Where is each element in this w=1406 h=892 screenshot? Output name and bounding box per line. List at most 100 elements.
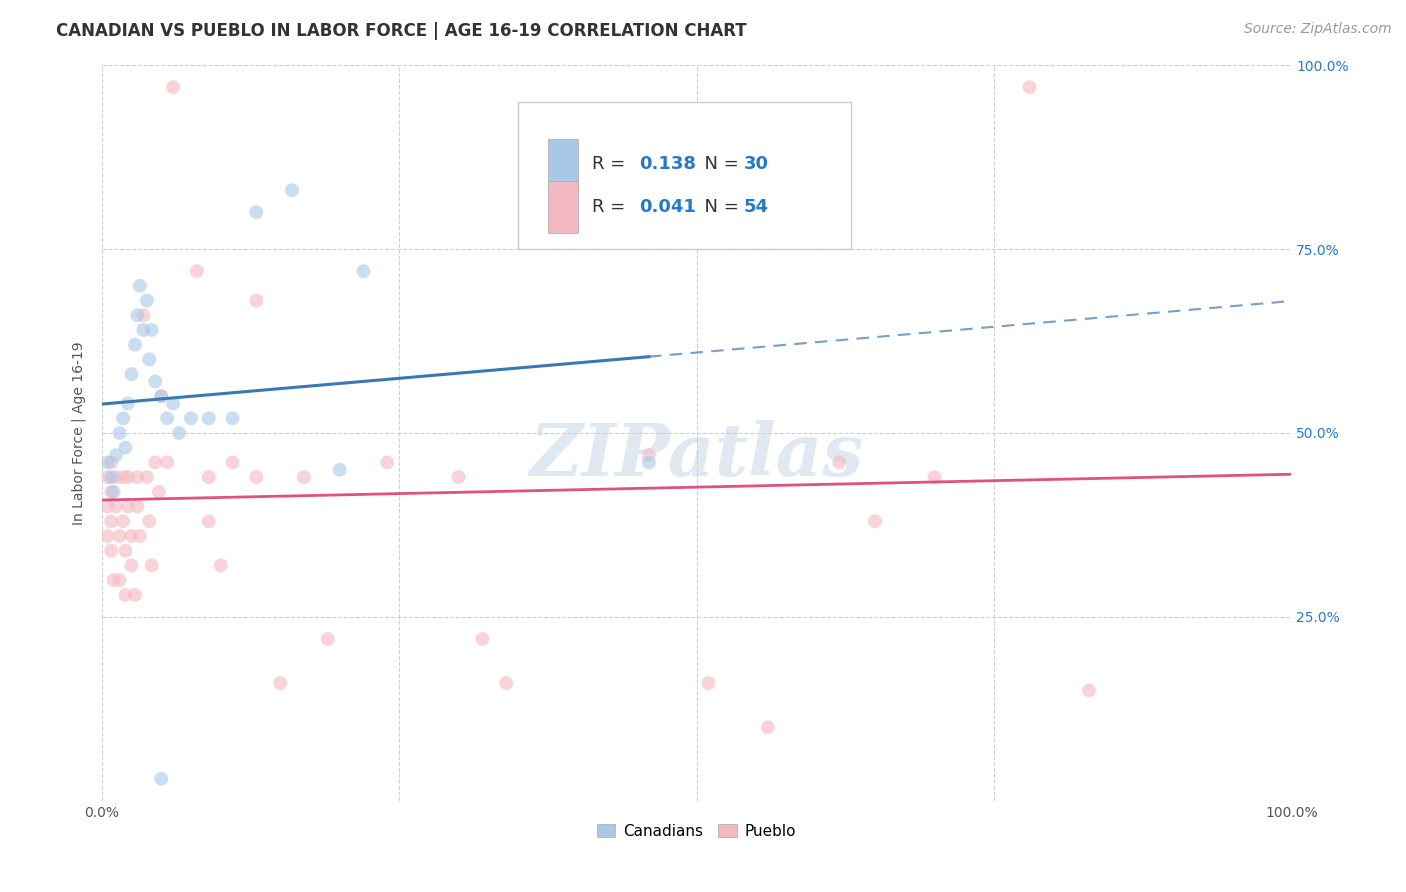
- Point: [97, 529, 120, 543]
- Point: [112, 411, 135, 425]
- Point: [269, 676, 291, 690]
- Point: [180, 411, 202, 425]
- Point: [148, 484, 170, 499]
- Point: [375, 455, 398, 469]
- Text: 54: 54: [744, 198, 769, 216]
- Point: [104, 470, 127, 484]
- Point: [245, 470, 267, 484]
- Legend: Canadians, Pueblo: Canadians, Pueblo: [591, 817, 801, 845]
- Point: [150, 389, 173, 403]
- Point: [221, 411, 243, 425]
- Point: [138, 514, 160, 528]
- Point: [156, 455, 179, 469]
- Point: [804, 176, 827, 190]
- Point: [245, 205, 267, 219]
- Point: [127, 308, 149, 322]
- Point: [197, 470, 219, 484]
- Text: 30: 30: [744, 155, 769, 173]
- Point: [128, 278, 150, 293]
- Point: [141, 323, 163, 337]
- Point: [143, 375, 166, 389]
- Point: [1078, 683, 1101, 698]
- Point: [97, 455, 120, 469]
- Point: [329, 463, 352, 477]
- Point: [245, 293, 267, 308]
- Point: [127, 470, 149, 484]
- Point: [141, 558, 163, 573]
- Text: N =: N =: [693, 155, 744, 173]
- Point: [120, 367, 142, 381]
- Point: [638, 455, 661, 469]
- Text: ZIPatlas: ZIPatlas: [530, 419, 863, 491]
- Point: [162, 80, 184, 95]
- Point: [104, 448, 127, 462]
- Text: R =: R =: [592, 155, 631, 173]
- Point: [352, 264, 374, 278]
- Point: [104, 500, 127, 514]
- Point: [221, 455, 243, 469]
- Point: [120, 529, 142, 543]
- Point: [114, 543, 136, 558]
- Point: [112, 514, 135, 528]
- Point: [120, 558, 142, 573]
- Point: [100, 543, 122, 558]
- Point: [447, 470, 470, 484]
- Point: [128, 529, 150, 543]
- Point: [471, 632, 494, 646]
- Point: [281, 183, 304, 197]
- Point: [124, 588, 146, 602]
- Point: [114, 588, 136, 602]
- Point: [117, 470, 139, 484]
- Point: [863, 514, 886, 528]
- Point: [186, 264, 208, 278]
- Point: [197, 514, 219, 528]
- Text: 0.041: 0.041: [640, 198, 696, 216]
- Point: [132, 323, 155, 337]
- Point: [143, 455, 166, 469]
- Point: [127, 500, 149, 514]
- Point: [135, 470, 157, 484]
- Point: [197, 411, 219, 425]
- Point: [316, 632, 339, 646]
- Point: [108, 573, 131, 587]
- Point: [162, 396, 184, 410]
- Point: [103, 573, 125, 587]
- Text: N =: N =: [693, 198, 744, 216]
- Point: [132, 308, 155, 322]
- Text: CANADIAN VS PUEBLO IN LABOR FORCE | AGE 16-19 CORRELATION CHART: CANADIAN VS PUEBLO IN LABOR FORCE | AGE …: [56, 22, 747, 40]
- Point: [100, 470, 122, 484]
- Point: [108, 529, 131, 543]
- Point: [292, 470, 315, 484]
- Point: [150, 389, 173, 403]
- Point: [97, 470, 120, 484]
- Point: [167, 425, 190, 440]
- Point: [209, 558, 232, 573]
- FancyBboxPatch shape: [517, 102, 851, 249]
- Point: [117, 500, 139, 514]
- Text: 0.138: 0.138: [640, 155, 696, 173]
- Point: [103, 484, 125, 499]
- Point: [924, 470, 946, 484]
- Point: [697, 676, 720, 690]
- FancyBboxPatch shape: [548, 181, 578, 233]
- Point: [100, 455, 122, 469]
- Point: [1018, 80, 1040, 95]
- Point: [138, 352, 160, 367]
- Point: [495, 676, 517, 690]
- Point: [117, 396, 139, 410]
- Point: [150, 772, 173, 786]
- Point: [756, 720, 779, 734]
- Point: [97, 500, 120, 514]
- Text: Source: ZipAtlas.com: Source: ZipAtlas.com: [1244, 22, 1392, 37]
- Point: [156, 411, 179, 425]
- Point: [638, 448, 661, 462]
- Point: [135, 293, 157, 308]
- Point: [100, 514, 122, 528]
- Point: [124, 337, 146, 351]
- Point: [114, 441, 136, 455]
- Point: [828, 455, 851, 469]
- Y-axis label: In Labor Force | Age 16-19: In Labor Force | Age 16-19: [72, 341, 86, 524]
- FancyBboxPatch shape: [548, 138, 578, 190]
- Point: [100, 484, 122, 499]
- Point: [108, 425, 131, 440]
